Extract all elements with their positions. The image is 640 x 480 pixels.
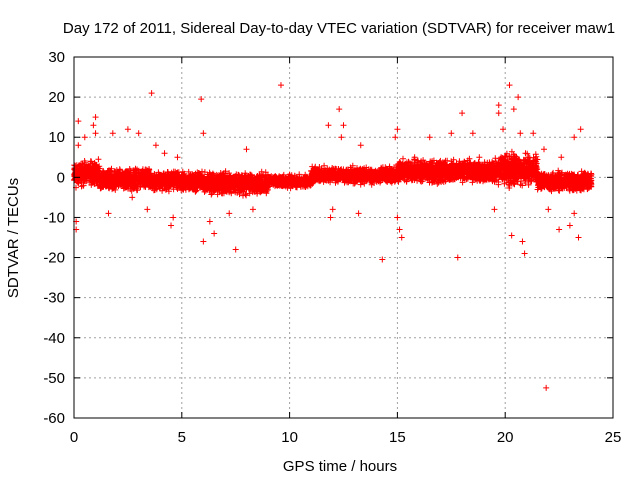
data-point	[75, 142, 82, 149]
data-point	[161, 150, 168, 157]
data-point	[476, 154, 483, 161]
y-axis-label: SDTVAR / TECUs	[5, 178, 22, 298]
data-point	[411, 154, 418, 161]
data-point	[556, 226, 563, 233]
chart-title: Day 172 of 2011, Sidereal Day-to-day VTE…	[63, 20, 615, 37]
data-point	[329, 206, 336, 213]
y-tick-label: 20	[48, 89, 65, 106]
data-point	[81, 134, 88, 141]
data-point	[232, 246, 239, 253]
data-point	[92, 114, 99, 121]
data-point	[541, 146, 548, 153]
data-point	[357, 142, 364, 149]
x-tick-label: 25	[605, 429, 622, 446]
data-point	[571, 134, 578, 141]
y-tick-label: -30	[43, 290, 65, 307]
data-point	[558, 154, 565, 161]
data-point	[508, 232, 515, 239]
data-point	[530, 130, 537, 137]
y-tick-label: -60	[43, 410, 65, 427]
y-tick-label: 0	[57, 169, 65, 186]
x-tick-label: 0	[70, 429, 78, 446]
tick-labels: -60 -50 -40 -30 -20 -10 0 10 20 30 0 5 10 15 20 25	[43, 49, 621, 446]
data-point	[124, 126, 131, 133]
grid-lines	[74, 57, 613, 418]
axes	[73, 56, 614, 419]
data-point	[109, 130, 116, 137]
data-point	[129, 194, 136, 201]
data-point	[506, 82, 513, 89]
data-point	[249, 206, 256, 213]
data-point	[168, 222, 175, 229]
x-tick-label: 15	[389, 429, 406, 446]
data-point	[198, 96, 205, 103]
data-point	[75, 118, 82, 125]
data-point	[144, 206, 151, 213]
data-point	[152, 142, 159, 149]
data-point	[327, 214, 334, 221]
data-point	[575, 234, 582, 241]
data-point	[392, 134, 399, 141]
data-point	[500, 126, 507, 133]
x-tick-label: 5	[178, 429, 186, 446]
data-point	[517, 130, 524, 137]
data-point	[469, 130, 476, 137]
data-point	[521, 250, 528, 257]
data-point	[325, 122, 332, 129]
data-point	[170, 214, 177, 221]
data-point	[515, 94, 522, 101]
data-point	[243, 146, 250, 153]
data-point	[206, 218, 213, 225]
data-points	[71, 82, 595, 391]
dense-band-points	[71, 148, 595, 199]
data-point	[426, 134, 433, 141]
plot-frame	[73, 56, 614, 419]
y-tick-label: -20	[43, 250, 65, 267]
data-point	[355, 210, 362, 217]
data-point	[277, 82, 284, 89]
data-point	[448, 130, 455, 137]
y-tick-label: 30	[48, 49, 65, 66]
data-point	[394, 126, 401, 133]
data-point	[495, 110, 502, 117]
x-tick-label: 10	[281, 429, 298, 446]
data-point	[338, 134, 345, 141]
data-point	[510, 106, 517, 113]
data-point	[577, 126, 584, 133]
data-point	[396, 226, 403, 233]
data-point	[379, 256, 386, 263]
data-point	[571, 210, 578, 217]
data-point	[495, 102, 502, 109]
data-point	[105, 210, 112, 217]
data-point	[90, 122, 97, 129]
data-point	[174, 154, 181, 161]
data-point	[336, 106, 343, 113]
x-tick-label: 20	[497, 429, 514, 446]
data-point	[200, 130, 207, 137]
data-point	[519, 238, 526, 245]
data-point	[394, 214, 401, 221]
data-point	[148, 90, 155, 97]
data-point	[340, 122, 347, 129]
x-axis-label: GPS time / hours	[283, 458, 397, 475]
y-tick-label: 10	[48, 129, 65, 146]
data-point	[211, 230, 218, 237]
data-point	[135, 130, 142, 137]
data-point	[566, 222, 573, 229]
y-tick-label: -50	[43, 370, 65, 387]
data-point	[398, 234, 405, 241]
data-point	[226, 210, 233, 217]
y-tick-label: -40	[43, 330, 65, 347]
data-point	[545, 206, 552, 213]
data-point	[200, 238, 207, 245]
y-tick-label: -10	[43, 209, 65, 226]
data-point	[454, 254, 461, 261]
data-point	[543, 384, 550, 391]
data-point	[92, 130, 99, 137]
data-point	[491, 206, 498, 213]
data-point	[459, 110, 466, 117]
